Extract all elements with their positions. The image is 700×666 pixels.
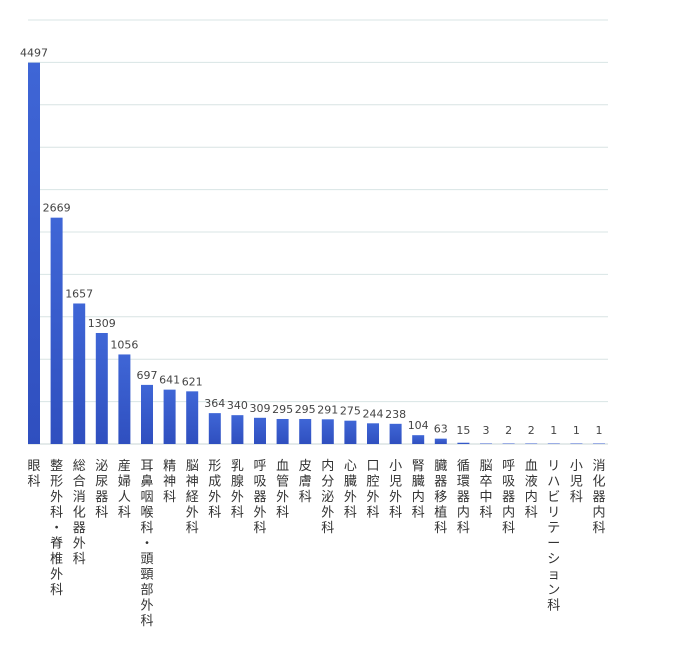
category-label: 耳鼻咽喉科・頭頸部外科 (140, 459, 153, 629)
bar (73, 303, 86, 444)
value-label: 2 (528, 424, 535, 437)
category-label: 循環器内科 (457, 459, 470, 536)
category-label: 呼吸器内科 (502, 459, 515, 536)
bar (457, 442, 470, 444)
bar (367, 423, 379, 444)
category-label: 泌尿器科 (95, 459, 108, 521)
category-label: 血管外科 (276, 459, 289, 521)
bar (412, 435, 425, 444)
bar (593, 443, 605, 444)
category-label: 口腔外科 (366, 459, 379, 521)
value-label: 1 (550, 424, 557, 437)
category-label: 乳腺外科 (231, 459, 244, 521)
category-label: 消化器内科 (592, 459, 605, 536)
bar (231, 415, 244, 444)
bar (344, 420, 357, 444)
value-label: 3 (483, 424, 490, 437)
category-label: リハビリテーション科 (547, 459, 560, 614)
category-label: 産婦人科 (118, 458, 131, 521)
category-labels: 眼科整形外科・脊椎外科総合消化器外科泌尿器科産婦人科耳鼻咽喉科・頭頸部外科精神科… (27, 458, 605, 629)
value-label: 295 (272, 403, 293, 416)
bar (208, 413, 221, 444)
category-label: 小児科 (570, 459, 583, 505)
value-label: 295 (295, 403, 316, 416)
category-label: 心臓外科 (344, 459, 357, 521)
value-label: 340 (227, 399, 248, 412)
category-label: 皮膚科 (299, 459, 312, 505)
gridlines (28, 19, 608, 445)
category-label: 呼吸器外科 (253, 459, 266, 536)
category-label: 血液内科 (525, 459, 538, 521)
bar (480, 443, 492, 444)
value-label: 15 (456, 424, 470, 437)
value-label: 291 (317, 403, 338, 416)
value-label: 2669 (43, 202, 71, 215)
value-label: 2 (505, 424, 512, 437)
value-label: 4497 (20, 47, 48, 60)
value-label: 238 (385, 408, 406, 421)
value-label: 1657 (65, 287, 93, 300)
category-label: 内分泌外科 (321, 458, 334, 536)
value-label: 63 (434, 423, 448, 436)
category-label: 小児外科 (389, 459, 402, 521)
bar (434, 438, 447, 444)
bar (299, 418, 312, 444)
bar (525, 443, 538, 444)
bar (118, 354, 131, 444)
bar (254, 417, 266, 444)
category-label: 眼科 (27, 459, 40, 490)
value-label: 275 (340, 405, 361, 418)
category-label: 腎臓内科 (412, 459, 425, 521)
bar (163, 389, 176, 444)
category-label: 臓器移植科 (434, 459, 447, 536)
bar (141, 384, 153, 444)
bars (28, 62, 605, 445)
bar (321, 419, 334, 444)
category-label: 脳卒中科 (479, 459, 492, 521)
value-label: 1309 (88, 317, 116, 330)
value-label: 621 (182, 375, 203, 388)
value-label: 1056 (110, 338, 138, 351)
bar (389, 423, 402, 444)
value-label: 104 (408, 419, 429, 432)
category-label: 形成外科 (208, 459, 221, 521)
bar (186, 391, 199, 444)
category-label: 脳神経外科 (186, 459, 199, 536)
value-label: 1 (573, 424, 580, 437)
category-label: 精神科 (163, 459, 176, 505)
value-label: 1 (596, 424, 603, 437)
bar (547, 443, 560, 444)
value-label: 641 (159, 374, 180, 387)
value-label: 697 (137, 369, 158, 382)
bar (502, 443, 515, 444)
category-label: 整形外科・脊椎外科 (50, 459, 63, 598)
bar (570, 443, 583, 444)
value-label: 309 (250, 402, 271, 415)
bar (95, 332, 108, 444)
bar (276, 418, 289, 444)
category-label: 総合消化器外科 (73, 459, 86, 567)
value-label: 364 (204, 397, 225, 410)
bar (50, 217, 63, 444)
value-label: 244 (363, 407, 384, 420)
bar (28, 62, 40, 445)
